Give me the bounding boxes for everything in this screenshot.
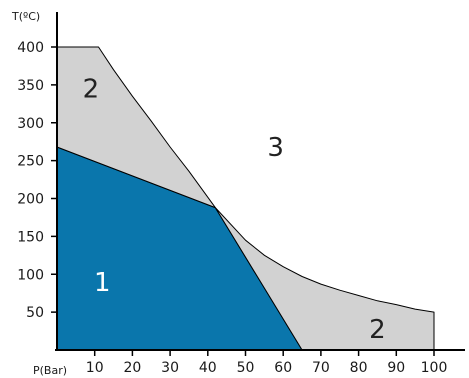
x-tick-label: 20 [123, 360, 141, 376]
x-tick-label: 70 [312, 360, 330, 376]
region-label-2-1: 2 [83, 75, 100, 105]
x-axis-title: P(Bar) [33, 364, 67, 377]
ticks-layer: 10 20 30 40 50 60 70 80 90 100 50 100 150 200 250 300 35… [17, 40, 447, 376]
y-tick-label: 150 [17, 229, 44, 245]
region-label-2-2: 2 [369, 315, 386, 345]
x-tick-label: 90 [387, 360, 405, 376]
regions-layer [56, 46, 435, 351]
y-tick-label: 200 [17, 192, 44, 208]
y-axis-title: T(ºC) [11, 10, 40, 23]
x-tick-label: 40 [199, 360, 217, 376]
x-tick-label: 30 [161, 360, 179, 376]
region-labels-layer: 1 2 2 3 [83, 75, 386, 345]
region-label-1-0: 1 [94, 268, 111, 298]
y-tick-label: 300 [17, 116, 44, 132]
x-tick-label: 10 [86, 360, 104, 376]
y-tick-label: 250 [17, 154, 44, 170]
y-tick-label: 350 [17, 78, 44, 94]
y-tick-label: 100 [17, 267, 44, 283]
x-tick-label: 100 [421, 360, 448, 376]
x-tick-label: 80 [350, 360, 368, 376]
y-tick-label: 50 [26, 305, 44, 321]
x-tick-label: 60 [274, 360, 292, 376]
region-label-3-3: 3 [267, 133, 284, 163]
y-tick-label: 400 [17, 40, 44, 56]
x-tick-label: 50 [237, 360, 255, 376]
